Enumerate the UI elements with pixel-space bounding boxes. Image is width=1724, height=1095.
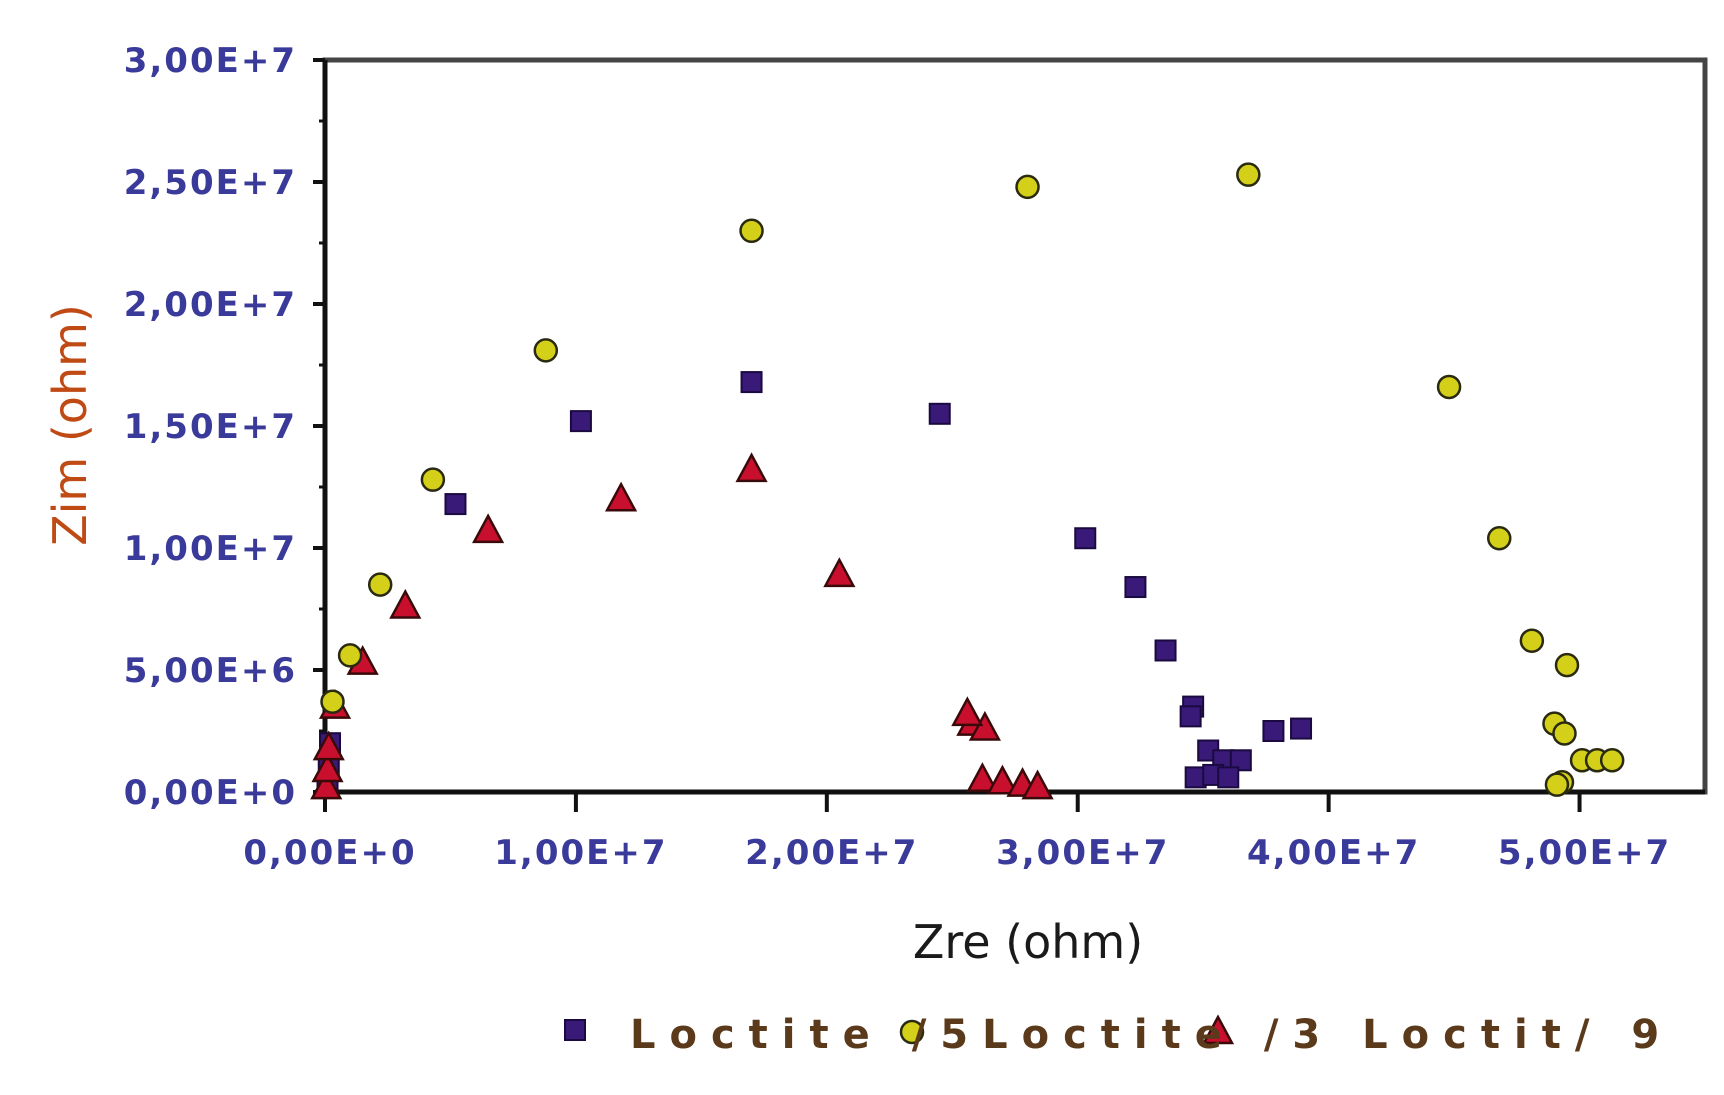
x-tick-label: 1,00E+7 (494, 833, 667, 873)
data-point (928, 402, 951, 425)
data-point (312, 730, 345, 761)
y-axis-title: Zim (ohm) (43, 304, 97, 546)
data-point (420, 467, 446, 492)
data-point (444, 493, 467, 516)
data-point (1436, 374, 1462, 400)
y-tick-label: 2,50E+7 (124, 163, 297, 203)
data-point (1179, 705, 1202, 728)
data-point (1217, 766, 1240, 789)
data-point (320, 689, 345, 714)
y-tick-label: 1,00E+7 (124, 529, 297, 569)
data-point (389, 588, 422, 619)
data-point (310, 769, 343, 800)
data-point (311, 752, 344, 783)
data-point (823, 557, 856, 588)
data-point (740, 371, 763, 394)
data-point (1487, 525, 1512, 551)
y-tick-label: 1,50E+7 (124, 407, 297, 447)
data-point (1262, 720, 1285, 742)
y-tick-label: 2,00E+7 (124, 285, 297, 325)
data-point (739, 218, 764, 244)
data-point (1599, 748, 1625, 773)
x-tick-label: 3,00E+7 (996, 833, 1169, 873)
data-point (1519, 628, 1545, 653)
x-tick-label: 2,00E+7 (745, 833, 918, 873)
data-point (1229, 749, 1252, 772)
data-point (337, 643, 363, 668)
data-point (951, 696, 984, 727)
legend-marker-triangle (1201, 1014, 1235, 1045)
y-tick-label: 3,00E+7 (124, 41, 297, 81)
data-point (569, 410, 592, 433)
x-tick-label: 0,00E+0 (243, 833, 416, 873)
data-point (966, 762, 999, 793)
data-point (1124, 576, 1147, 599)
data-point (1236, 162, 1261, 187)
x-tick-label: 4,00E+7 (1247, 833, 1420, 873)
legend-marker-circle (899, 1019, 925, 1045)
data-point (1154, 639, 1177, 662)
data-point (1015, 174, 1040, 200)
data-point (968, 710, 1001, 741)
data-point (1021, 769, 1054, 800)
x-tick-label: 5,00E+7 (1498, 833, 1671, 873)
data-point (533, 338, 559, 363)
data-point (1544, 772, 1570, 797)
plot-area (322, 57, 1708, 795)
y-tick-label: 0,00E+0 (124, 773, 297, 813)
data-point (471, 513, 505, 544)
legend: Loctite /5Loctite /3 Loctit/ 9 (564, 1012, 1673, 1058)
data-point (367, 572, 393, 597)
series-circle (320, 162, 1625, 797)
data-point (1552, 721, 1577, 746)
data-point (1554, 652, 1580, 678)
data-point (1074, 527, 1097, 550)
data-point (735, 452, 768, 483)
data-point (604, 481, 638, 512)
y-tick-label: 5,00E+6 (124, 651, 297, 691)
data-point (986, 764, 1019, 795)
legend-label: Loctite /5Loctite /3 Loctit/ 9 (630, 1012, 1673, 1058)
data-point (1290, 717, 1313, 740)
legend-marker-square (564, 1019, 586, 1041)
x-axis-title: Zre (ohm) (913, 915, 1143, 969)
